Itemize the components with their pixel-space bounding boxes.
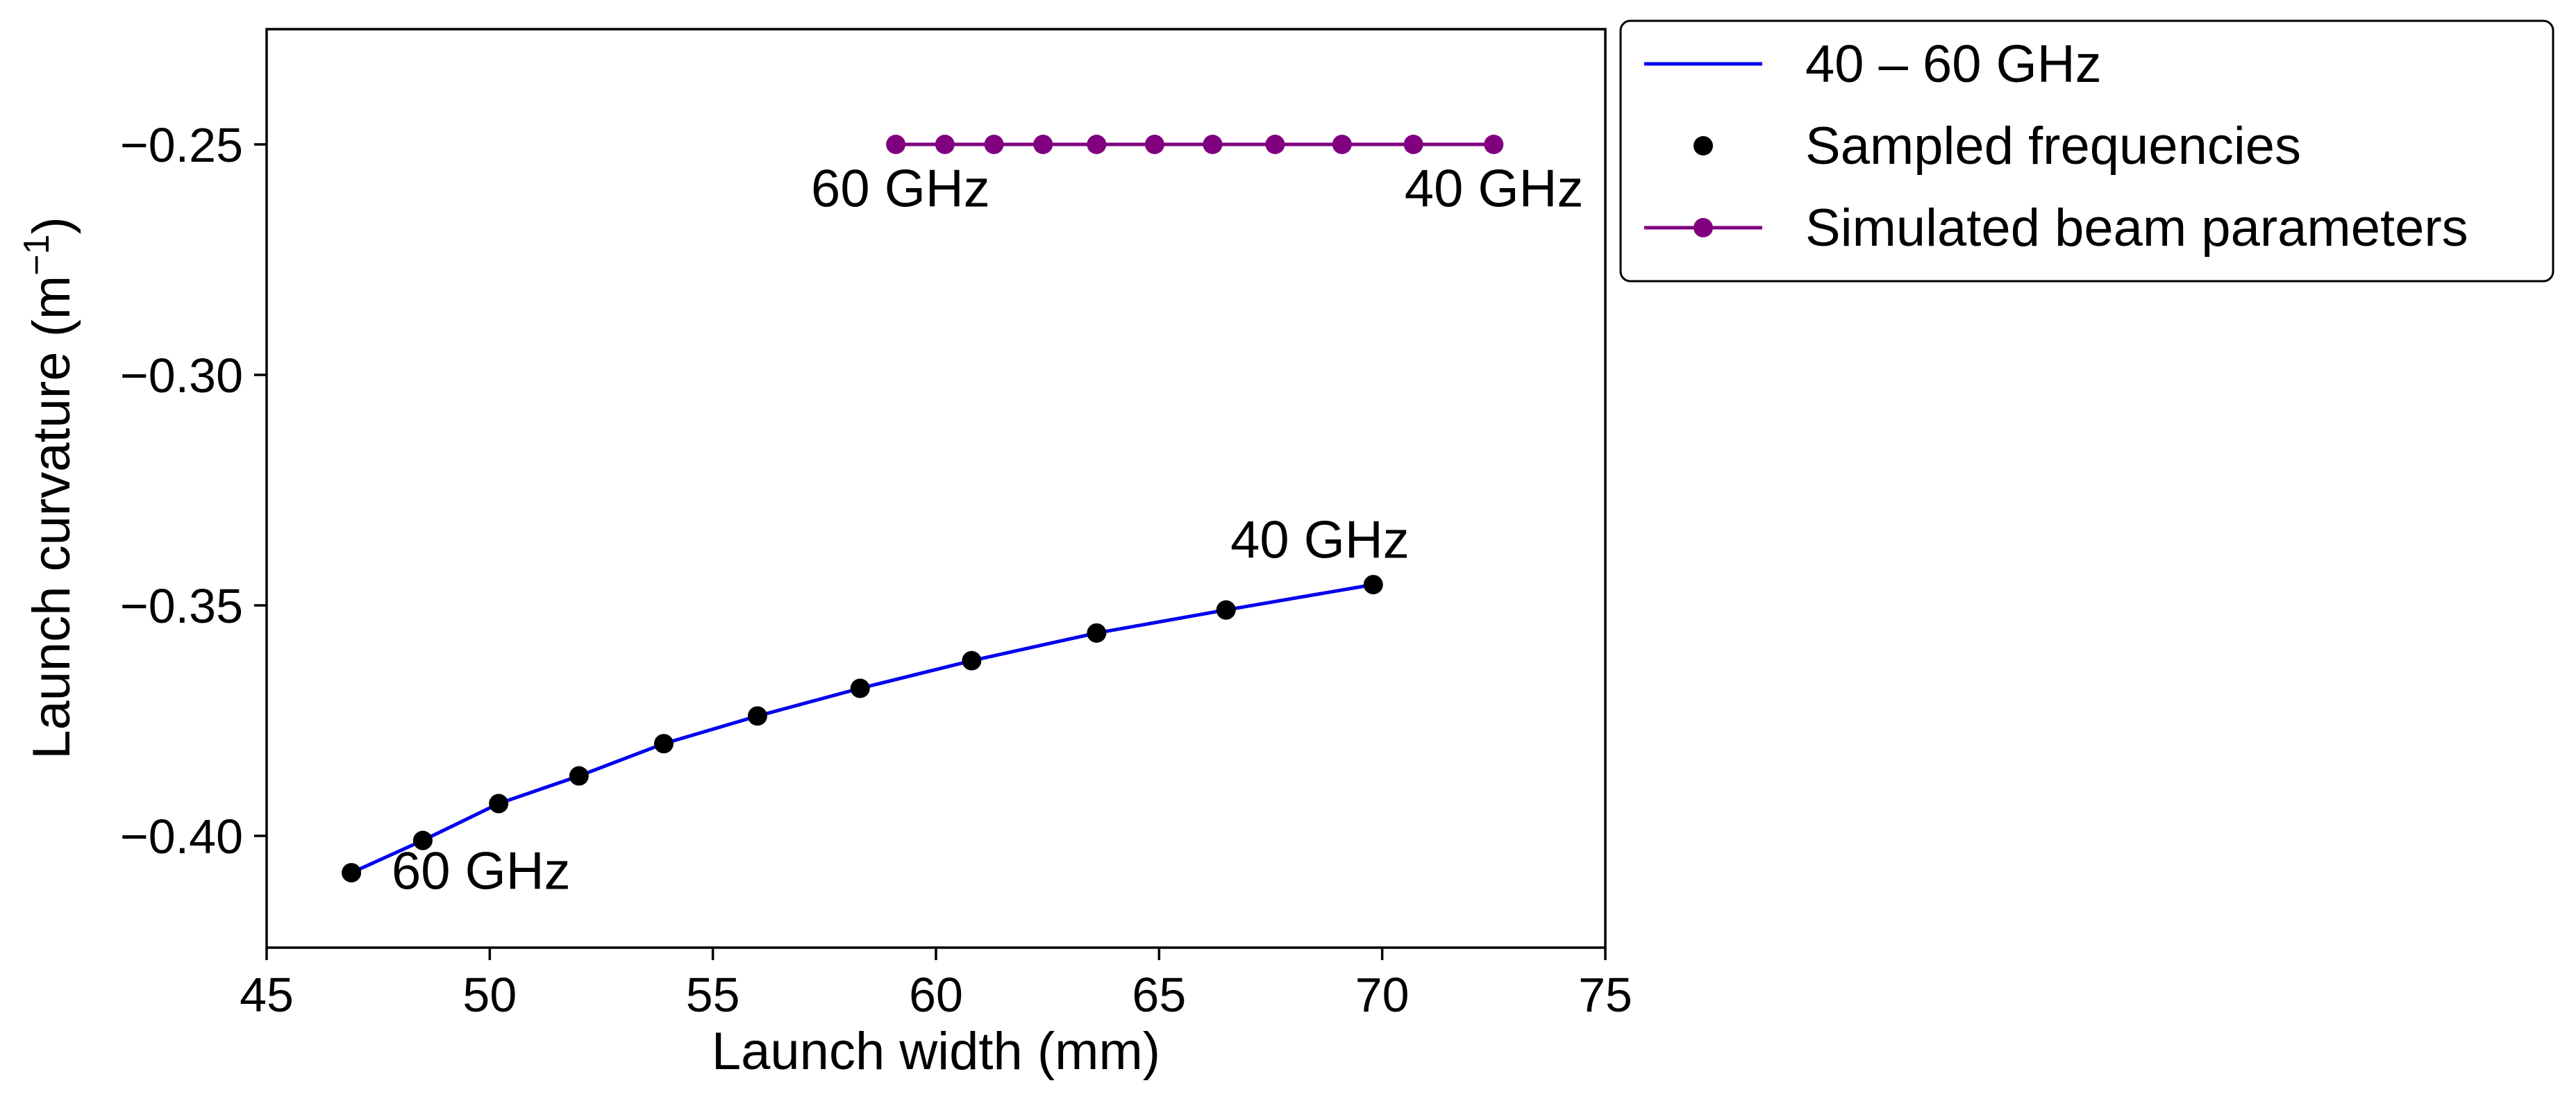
legend-box [1619,19,2554,283]
y-tick-label-2: −0.30 [120,349,243,403]
annotation-0: 60 GHz [392,841,571,900]
data-point-1-2 [489,794,509,814]
y-axis-label-close: ) [22,217,81,234]
x-axis-label: Launch width (mm) [712,1022,1160,1081]
annotation-2: 60 GHz [811,160,990,219]
data-point-2-5 [1144,135,1164,154]
y-tick-label-1: −0.35 [120,579,243,633]
y-axis-ticks: −0.40 −0.35 −0.30 −0.25 [120,118,267,864]
x-tick-label-65: 65 [1132,968,1186,1022]
x-tick-label-60: 60 [909,968,963,1022]
data-point-1-3 [569,766,589,786]
x-tick-label-75: 75 [1578,968,1632,1022]
data-point-2-9 [1403,135,1423,154]
data-point-2-3 [1033,135,1053,154]
y-axis-label-main: Launch curvature (m [22,276,81,759]
y-axis-label-superscript: −1 [17,235,57,276]
data-point-2-8 [1332,135,1352,154]
data-point-1-1 [412,830,433,850]
legend-marker-black [1693,136,1713,156]
legend: 40 – 60 GHz Sampled frequencies Simulate… [1619,19,2554,283]
data-point-1-0 [342,863,362,883]
data-point-2-6 [1203,135,1223,154]
annotation-1: 40 GHz [1230,511,1410,570]
legend-label-simulated-beam-parameters: Simulated beam parameters [1805,199,2468,258]
y-tick-label-3: −0.25 [120,118,243,172]
legend-label-sampled-frequencies: Sampled frequencies [1805,117,2301,176]
data-point-2-4 [1087,135,1107,154]
x-tick-label-50: 50 [462,968,517,1022]
x-tick-label-45: 45 [240,968,294,1022]
annotation-3: 40 GHz [1405,160,1584,219]
legend-label-40-60-ghz: 40 – 60 GHz [1805,35,2102,94]
point-annotations: 60 GHz 40 GHz 60 GHz 40 GHz [392,160,1584,901]
y-tick-label-0: −0.40 [120,809,243,864]
data-point-1-10 [1363,575,1383,595]
x-tick-label-70: 70 [1355,968,1410,1022]
data-point-2-0 [886,135,906,154]
data-point-1-7 [962,650,982,671]
data-point-2-7 [1265,135,1285,154]
data-point-1-5 [747,706,767,726]
data-point-2-10 [1484,135,1504,154]
legend-marker-purple [1693,218,1713,237]
data-point-1-9 [1216,600,1236,620]
plot-series [342,135,1504,883]
data-point-1-6 [850,678,870,698]
data-point-1-4 [653,734,674,754]
data-point-2-2 [984,135,1004,154]
x-axis-ticks: 45 50 55 60 65 70 75 [240,948,1632,1022]
data-point-1-8 [1087,623,1107,643]
x-tick-label-55: 55 [686,968,740,1022]
y-axis-label: Launch curvature (m−1) [17,217,81,759]
data-point-2-1 [935,135,955,154]
